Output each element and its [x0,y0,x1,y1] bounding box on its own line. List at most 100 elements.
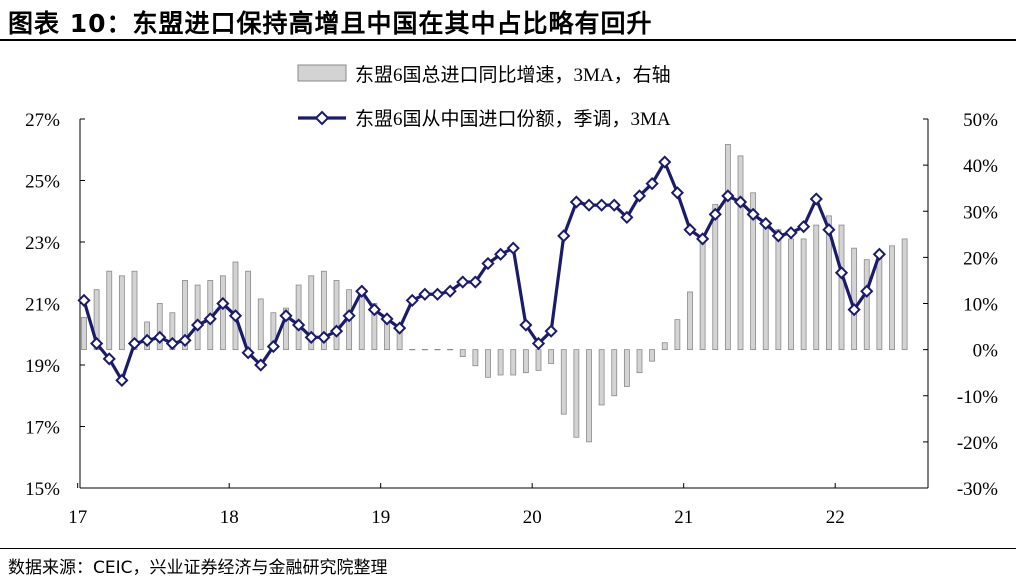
china-share-marker [721,189,735,203]
china-share-marker [418,287,432,301]
china-share-marker [127,336,142,351]
left-tick-label: 23% [25,233,60,254]
import-growth-bar [598,349,605,406]
china-share-marker [317,330,331,344]
china-share-marker [405,293,419,308]
chart-title: 图表 10：东盟进口保持高增且中国在其中占比略有回升 [8,9,653,38]
import-growth-bar [485,349,491,378]
import-growth-bar [661,342,668,351]
china-share-marker [696,232,710,246]
china-share-marker [847,303,861,317]
import-growth-bar [245,270,252,351]
right-tick-label: -30% [957,479,998,500]
import-growth-bar [295,284,302,351]
china-share-marker [216,296,230,311]
china-share-marker [746,207,760,221]
china-share-marker [77,293,91,308]
source-note: 数据来源：CEIC，兴业证券经济与金融研究院整理 [8,558,388,578]
china-share-marker [708,207,722,221]
china-share-marker [102,352,116,366]
import-growth-bar [384,321,390,351]
import-growth-bar [560,349,567,415]
x-tick-label: 22 [826,507,845,528]
title-bar: 图表 10：东盟进口保持高增且中国在其中占比略有回升 [0,0,1016,41]
import-growth-bar [586,349,592,443]
left-tick-label: 27% [25,110,60,131]
china-share-marker [607,198,621,212]
import-growth-bar [535,349,542,371]
import-growth-bar [232,261,239,351]
import-growth-bar [876,254,883,351]
china-share-marker [733,195,748,209]
import-growth-bar [712,203,719,351]
china-share-marker [140,333,154,348]
china-share-marker [165,336,179,351]
import-growth-bar [182,280,188,351]
x-tick-label: 17 [68,507,87,528]
import-growth-bar [156,303,163,351]
import-growth-bar [308,275,315,351]
import-growth-bar [762,220,769,351]
right-tick-label: -20% [957,433,998,454]
left-tick-label: 19% [25,356,60,377]
china-share-marker [203,312,217,326]
right-tick-label: 10% [963,295,998,316]
china-share-marker [860,284,874,298]
china-share-marker [519,318,533,332]
china-share-marker [544,324,558,338]
import-growth-bar [611,349,618,397]
china-share-marker [279,309,293,323]
import-growth-bar [81,316,87,351]
import-growth-bar [219,275,226,351]
china-share-marker [228,309,243,323]
left-tick-label: 25% [25,172,60,193]
china-share-marker [481,256,495,271]
right-tick-label: -10% [957,387,998,408]
china-share-marker [784,226,798,240]
left-tick-label: 15% [25,479,60,500]
china-share-marker [620,210,634,225]
left-tick-label: 17% [25,418,60,439]
china-share-marker [468,275,482,289]
legend-line-label: 东盟6国从中国进口份额，季调，3MA [355,108,671,130]
bottom-rule [0,548,1016,549]
china-share-marker [494,247,508,261]
china-share-marker [456,275,470,289]
import-growth-bar [750,192,757,351]
legend-line-marker [314,110,330,126]
legend-bar-label: 东盟6国总进口同比增速，3MA，右轴 [355,64,671,86]
import-growth-bar [800,238,807,351]
china-share-marker [834,266,849,280]
china-share-marker [506,241,520,255]
china-share-marker [683,223,697,237]
import-growth-bar [901,238,908,351]
china-share-marker [759,216,773,231]
import-growth-bar [623,349,630,387]
import-growth-bar [283,307,289,351]
china-share-marker [153,330,167,344]
china-share-marker [797,220,811,234]
import-growth-bar [889,245,895,351]
right-tick-label: 0% [973,341,999,362]
import-growth-bar [472,349,479,367]
china-share-marker [342,309,356,323]
import-growth-bar [863,259,870,351]
china-share-marker [670,186,684,200]
left-tick-label: 21% [25,295,60,316]
china-share-marker [304,330,318,344]
china-share-marker [557,229,571,243]
china-share-marker [569,195,583,209]
import-growth-bar [106,270,113,351]
china-share-marker [531,336,546,351]
import-growth-bar [838,224,845,351]
chart-canvas: 15% 17% 19% 21% 23% 25% 27% -30% -20% -10% 0% 10% 20… [25,64,999,528]
china-share-marker [178,333,192,348]
import-growth-bar [320,270,327,351]
china-share-marker [822,223,836,237]
import-growth-bar [687,291,693,351]
import-growth-bar [788,238,794,351]
china-share-line [82,160,881,382]
china-share-marker [115,373,129,387]
import-growth-bar [699,238,706,351]
china-share-marker [430,287,445,301]
